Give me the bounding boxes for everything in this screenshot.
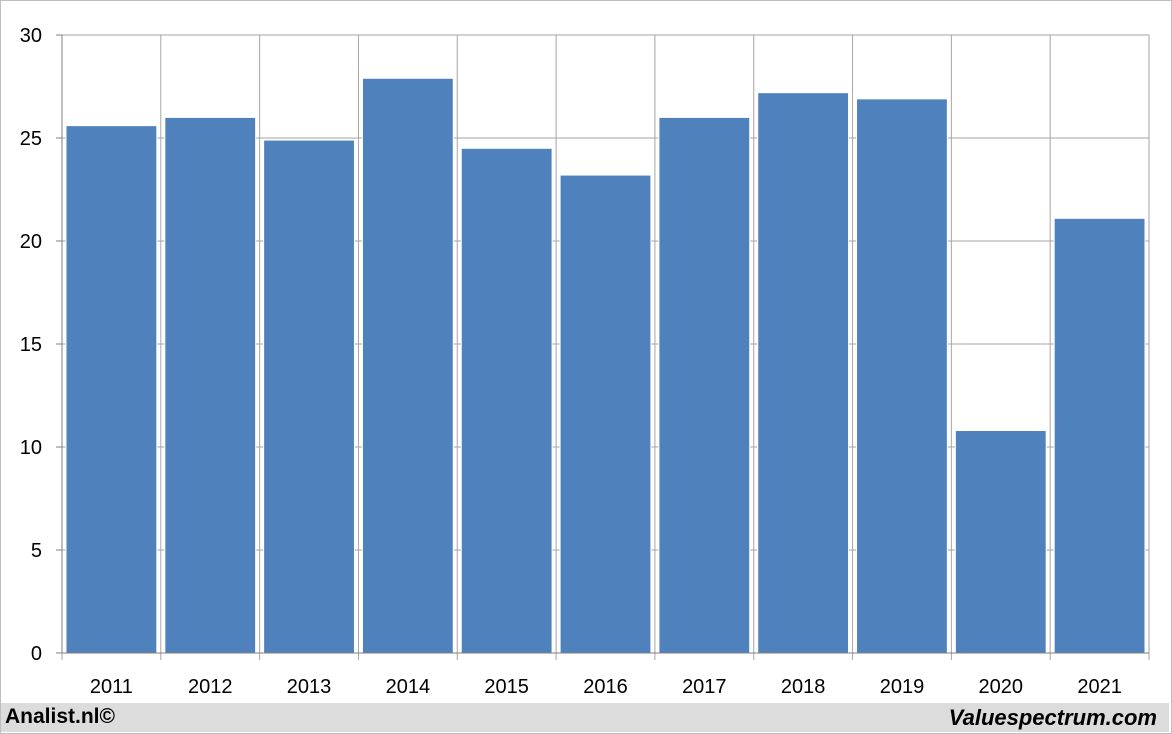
y-tick-label: 25 — [20, 128, 42, 150]
x-tick-label: 2016 — [583, 676, 628, 698]
x-tick-label: 2015 — [484, 676, 529, 698]
analist-credit[interactable]: Analist.nl© — [5, 705, 115, 728]
x-tick-label: 2017 — [682, 676, 727, 698]
y-tick-label: 10 — [20, 437, 42, 459]
y-tick-label: 0 — [31, 643, 42, 665]
bar-2013 — [263, 139, 355, 654]
bar-2018 — [757, 92, 850, 654]
x-tick-label: 2018 — [781, 676, 826, 698]
bar-2014 — [361, 77, 454, 654]
y-tick-label: 5 — [31, 540, 42, 562]
bar-2019 — [856, 98, 948, 654]
x-tick-label: 2012 — [188, 676, 233, 698]
bar-2021 — [1053, 217, 1146, 654]
y-tick-label: 20 — [20, 231, 42, 253]
bar-2020 — [954, 430, 1047, 654]
bar-chart: 0 5 10 15 20 25 30 2011 2012 2013 2014 2015 2016 2017… — [20, 25, 1150, 698]
bar-2017 — [658, 116, 751, 654]
bar-2012 — [164, 116, 257, 654]
y-tick-label: 30 — [20, 25, 42, 47]
x-tick-label: 2014 — [386, 676, 431, 698]
footer-bar: Analist.nl© Valuespectrum.com — [1, 703, 1169, 732]
x-tick-label: 2019 — [880, 676, 925, 698]
bar-2011 — [65, 125, 158, 654]
bar-2015 — [460, 147, 553, 654]
x-tick-label: 2020 — [979, 676, 1024, 698]
x-tick-label: 2021 — [1077, 676, 1122, 698]
x-tick-label: 2011 — [90, 676, 133, 698]
valuespectrum-credit[interactable]: Valuespectrum.com — [948, 705, 1157, 730]
bar-2016 — [559, 174, 652, 654]
x-tick-label: 2013 — [287, 676, 332, 698]
y-tick-label: 15 — [20, 334, 42, 356]
